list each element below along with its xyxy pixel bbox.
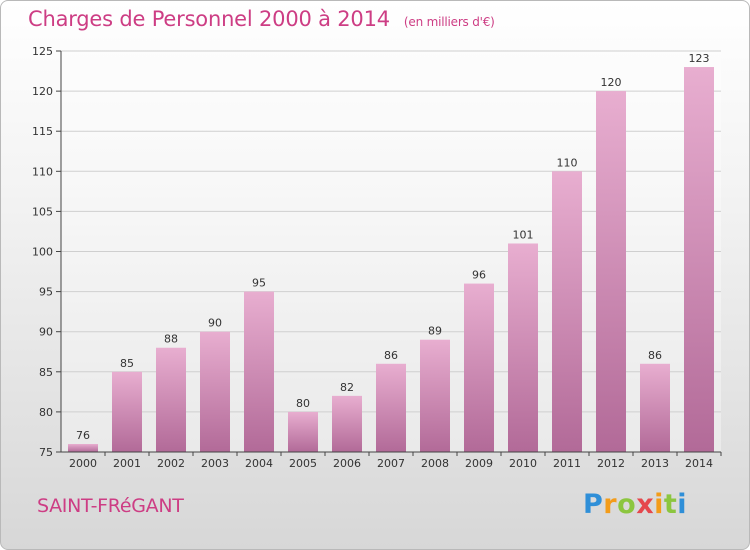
y-tick-label: 120 xyxy=(32,85,53,98)
data-label: 88 xyxy=(164,333,178,346)
chart-title: Charges de Personnel 2000 à 2014 (en mill… xyxy=(28,7,495,31)
proxiti-logo: Proxiti xyxy=(583,489,688,520)
bar xyxy=(200,331,230,452)
y-tick-label: 125 xyxy=(32,45,53,58)
x-tick-label: 2005 xyxy=(289,457,317,470)
bar xyxy=(376,363,406,452)
data-label: 96 xyxy=(472,269,486,282)
data-label: 101 xyxy=(513,228,534,241)
bar xyxy=(596,91,626,452)
x-tick-label: 2013 xyxy=(641,457,669,470)
x-tick-label: 2011 xyxy=(553,457,581,470)
x-tick-label: 2010 xyxy=(509,457,537,470)
x-tick-label: 2012 xyxy=(597,457,625,470)
x-tick-label: 2000 xyxy=(69,457,97,470)
data-label: 123 xyxy=(689,52,710,65)
data-label: 110 xyxy=(557,156,578,169)
y-tick-label: 75 xyxy=(39,446,53,459)
bar xyxy=(156,347,186,452)
bar xyxy=(552,171,582,453)
bar xyxy=(508,243,538,452)
chart-subtitle: (en milliers d'€) xyxy=(403,15,495,29)
y-tick-label: 85 xyxy=(39,366,53,379)
x-tick-label: 2002 xyxy=(157,457,185,470)
x-tick-label: 2008 xyxy=(421,457,449,470)
y-tick-label: 110 xyxy=(32,165,53,178)
x-tick-label: 2006 xyxy=(333,457,361,470)
bar xyxy=(68,443,98,452)
data-label: 120 xyxy=(601,76,622,89)
x-tick-label: 2004 xyxy=(245,457,273,470)
data-label: 95 xyxy=(252,277,266,290)
data-label: 86 xyxy=(648,349,662,362)
data-label: 80 xyxy=(296,397,310,410)
bar xyxy=(684,67,714,452)
data-label: 89 xyxy=(428,325,442,338)
bar xyxy=(332,395,362,452)
bar xyxy=(288,411,318,452)
x-tick-label: 2009 xyxy=(465,457,493,470)
y-tick-label: 115 xyxy=(32,125,53,138)
x-tick-label: 2007 xyxy=(377,457,405,470)
x-tick-label: 2001 xyxy=(113,457,141,470)
bar xyxy=(112,371,142,452)
x-tick-label: 2014 xyxy=(685,457,713,470)
data-label: 76 xyxy=(76,429,90,442)
y-tick-label: 95 xyxy=(39,286,53,299)
bar xyxy=(420,339,450,452)
x-tick-label: 2003 xyxy=(201,457,229,470)
bar xyxy=(464,283,494,452)
commune-name: SAINT-FRéGANT xyxy=(37,495,184,517)
bar xyxy=(244,291,274,452)
chart-title-text: Charges de Personnel 2000 à 2014 xyxy=(28,7,390,31)
y-tick-label: 100 xyxy=(32,246,53,259)
data-label: 86 xyxy=(384,349,398,362)
data-label: 90 xyxy=(208,317,222,330)
data-label: 82 xyxy=(340,381,354,394)
y-tick-label: 90 xyxy=(39,326,53,339)
bar xyxy=(640,363,670,452)
y-tick-label: 80 xyxy=(39,406,53,419)
data-label: 85 xyxy=(120,357,134,370)
y-tick-label: 105 xyxy=(32,205,53,218)
